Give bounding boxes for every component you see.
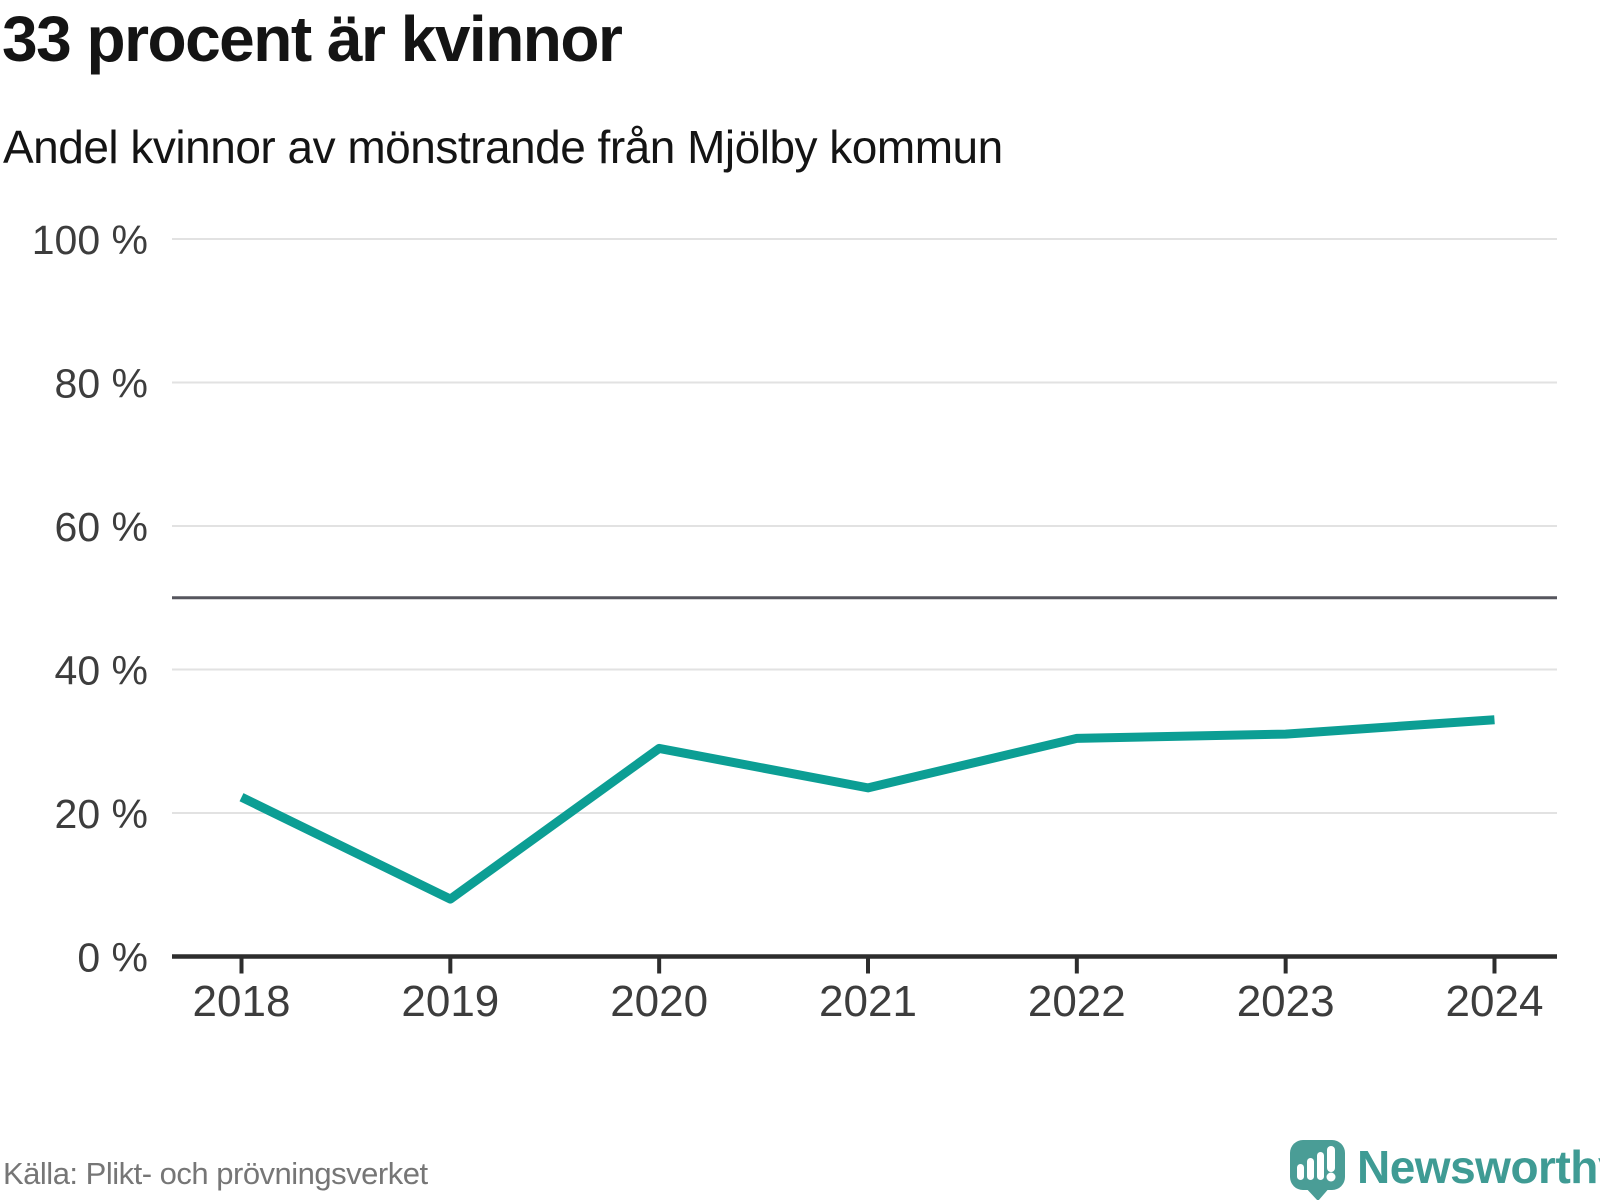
- chart-subtitle: Andel kvinnor av mönstrande från Mjölby …: [3, 121, 1003, 173]
- y-axis-tick-label: 0 %: [77, 935, 148, 981]
- trend-line: [239, 715, 1495, 904]
- y-axis-tick-label: 80 %: [55, 361, 148, 407]
- x-axis-tick-label: 2023: [1237, 977, 1335, 1026]
- chart-title: 33 procent är kvinnor: [2, 3, 623, 75]
- x-axis-tick-label: 2021: [819, 977, 917, 1026]
- y-axis-tick-label: 40 %: [55, 648, 148, 694]
- y-axis-tick-label: 60 %: [55, 504, 148, 550]
- x-axis-tick-label: 2022: [1028, 977, 1126, 1026]
- x-axis-tick-label: 2024: [1446, 977, 1544, 1026]
- y-axis-tick-label: 100 %: [32, 217, 148, 263]
- y-axis-tick-label: 20 %: [55, 791, 148, 837]
- brand-wordmark: Newsworthy: [1357, 1141, 1600, 1193]
- x-axis-tick-label: 2019: [401, 977, 499, 1026]
- newsworthy-logo-icon: [1290, 1140, 1345, 1200]
- source-note: Källa: Plikt- och prövningsverket: [3, 1156, 428, 1191]
- x-axis-tick-label: 2018: [193, 977, 291, 1026]
- x-axis-tick-label: 2020: [610, 977, 708, 1026]
